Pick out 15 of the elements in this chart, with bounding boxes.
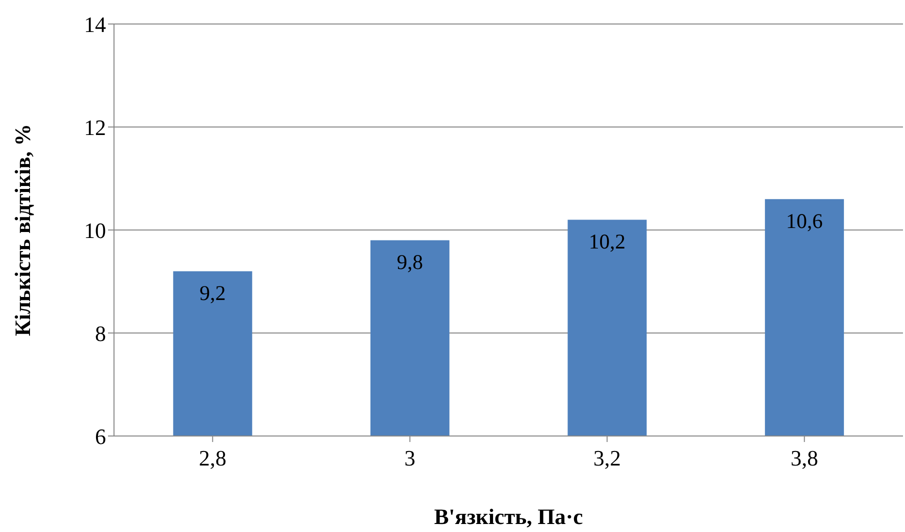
x-tick-label: 3,8 — [790, 446, 818, 471]
x-tick-label: 2,8 — [198, 446, 226, 471]
data-label: 10,2 — [588, 230, 626, 254]
y-tick-label: 12 — [84, 114, 106, 140]
y-tick-label: 14 — [84, 12, 106, 37]
y-tick-label: 6 — [95, 424, 106, 449]
x-tick-label: 3,2 — [593, 446, 621, 471]
y-tick-label: 8 — [95, 320, 106, 346]
data-label: 10,6 — [786, 209, 823, 234]
y-tick-label: 10 — [84, 218, 106, 243]
y-axis-title: Кількість відтіків, % — [10, 124, 35, 336]
data-label: 9,2 — [200, 281, 226, 306]
x-tick-label: 3 — [404, 446, 416, 471]
data-label: 9,8 — [396, 250, 424, 274]
x-axis-title: В'язкість, Па·с — [434, 504, 584, 529]
